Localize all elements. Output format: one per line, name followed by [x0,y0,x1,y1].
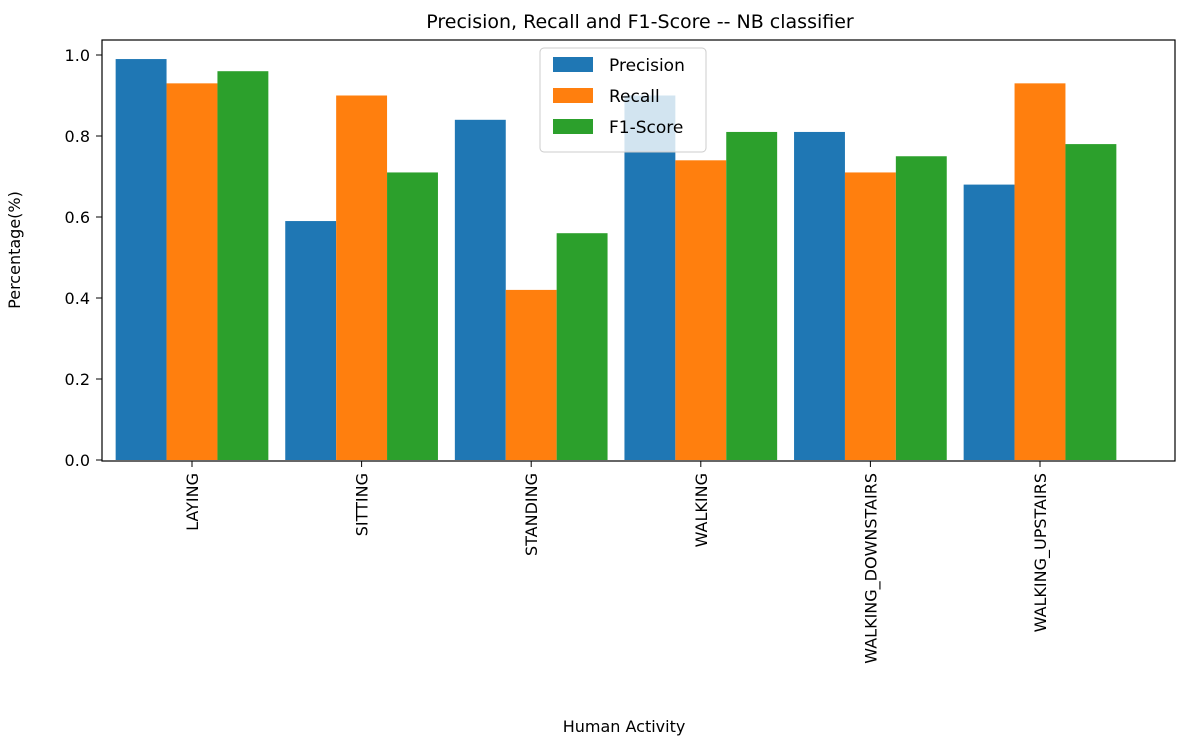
y-tick-label: 1.0 [65,46,90,65]
bar-precision-laying [115,59,167,461]
x-tick-label: WALKING_DOWNSTAIRS [861,473,881,664]
chart-title: Precision, Recall and F1-Score -- NB cla… [426,11,854,33]
x-tick-label: WALKING_UPSTAIRS [1031,473,1051,632]
bar-recall-standing [505,289,557,460]
bar-recall-walking_downstairs [844,172,896,460]
x-tick-label: WALKING [692,473,711,547]
bar-recall-walking [675,160,727,461]
bar-f1-score-walking_downstairs [895,156,947,460]
legend-swatch-f1-score [553,119,593,134]
bar-precision-walking [624,95,676,460]
bar-f1-score-walking_upstairs [1065,144,1117,460]
x-tick-label: SITTING [353,473,372,536]
bar-f1-score-laying [217,71,269,460]
y-tick-label: 0.2 [65,370,90,389]
x-tick-label: LAYING [183,473,202,531]
y-tick-label: 0.4 [65,289,90,308]
bar-precision-standing [454,119,506,461]
legend-label-f1-score: F1-Score [609,118,683,138]
legend-swatch-precision [553,57,593,72]
y-tick-label: 0.0 [65,451,90,470]
legend-label-precision: Precision [609,56,685,76]
legend-label-recall: Recall [609,87,660,107]
bar-precision-sitting [285,221,337,460]
bar-f1-score-walking [726,131,778,460]
bar-recall-laying [166,83,218,460]
bar-recall-walking_upstairs [1014,83,1066,460]
y-axis-label: Percentage(%) [5,191,24,309]
bar-precision-walking_upstairs [963,184,1015,460]
bar-recall-sitting [336,95,388,460]
bar-precision-walking_downstairs [794,131,845,460]
y-tick-label: 0.8 [65,127,90,146]
y-tick-label: 0.6 [65,208,90,227]
legend-swatch-recall [553,88,593,103]
legend: Precision Recall F1-Score [539,47,707,153]
plot-frame [101,39,1176,462]
bar-f1-score-standing [556,233,608,460]
x-axis-label: Human Activity [563,717,686,736]
x-tick-label: STANDING [522,473,541,556]
bar-f1-score-sitting [387,172,438,460]
